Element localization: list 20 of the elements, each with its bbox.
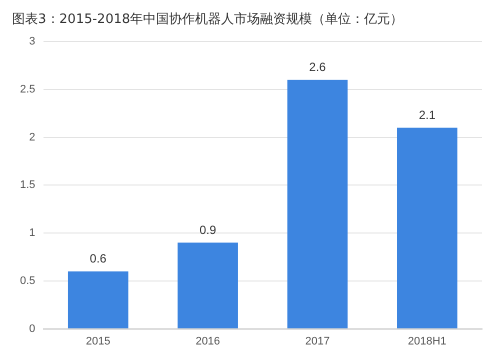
data-label: 0.9 [199,222,216,237]
x-tick-label: 2018H1 [408,335,446,348]
y-tick-label: 3 [29,36,36,48]
y-tick-label: 1 [29,227,36,240]
x-tick-label: 2016 [196,335,220,348]
y-tick-label: 2.5 [20,84,36,96]
bar [397,128,458,328]
bar [68,271,128,328]
bar [178,242,238,328]
y-tick-label: 0.5 [20,274,36,287]
x-tick-label: 2017 [305,335,330,348]
y-tick-label: 0 [29,322,36,335]
chart-title: 图表3：2015-2018年中国协作机器人市场融资规模（单位：亿元） [12,12,404,28]
data-label: 2.6 [309,60,326,74]
bar [287,80,348,328]
data-label: 0.6 [90,252,107,266]
data-label: 2.1 [418,108,436,122]
y-tick-label: 2 [29,131,36,144]
y-tick-label: 1.5 [20,179,36,192]
x-tick-label: 2015 [86,335,110,348]
